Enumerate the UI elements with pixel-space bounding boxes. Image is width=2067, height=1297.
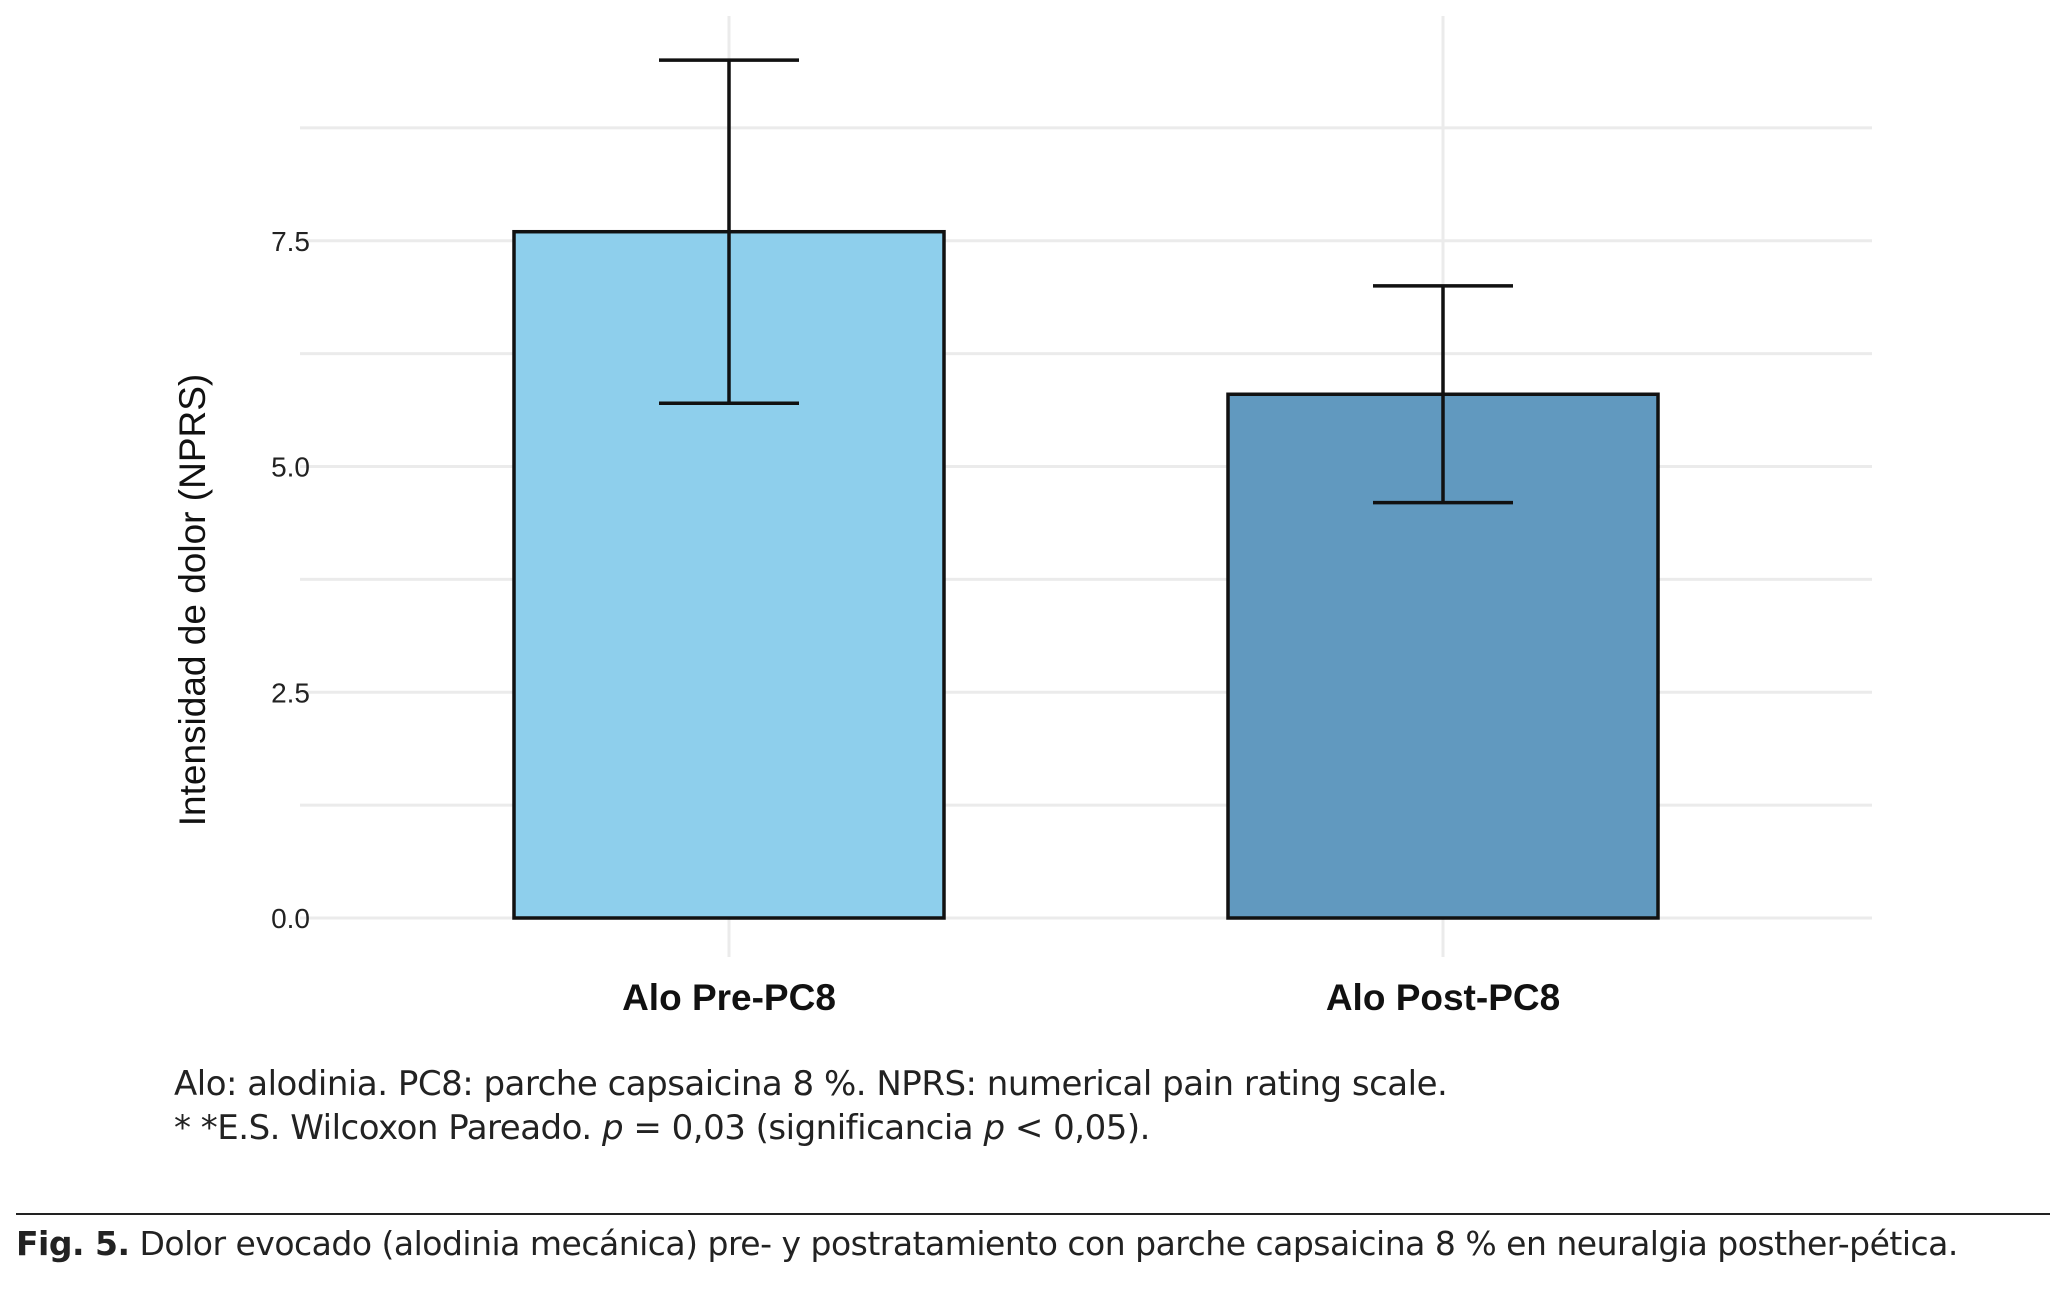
stat-mid: = 0,03 (significancia <box>623 1108 984 1148</box>
figure-label: Fig. 5. <box>16 1224 130 1263</box>
caption-text: Dolor evocado (alodinia mecánica) pre- y… <box>129 1224 1958 1263</box>
p-symbol: p <box>601 1108 624 1148</box>
y-tick-label: 0.0 <box>271 903 310 934</box>
caption-divider <box>16 1213 2050 1215</box>
figure-caption: Fig. 5. Dolor evocado (alodinia mecánica… <box>16 1222 2056 1266</box>
stat-prefix: * *E.S. Wilcoxon Pareado. <box>174 1108 602 1148</box>
y-tick-label: 7.5 <box>271 226 310 257</box>
p-symbol: p <box>983 1108 1005 1148</box>
y-axis-title: Intensidad de dolor (NPRS) <box>172 374 213 826</box>
bar-chart: 0.0 2.5 5.0 7.5 Intensidad de dolor (NPRS) Al… <box>172 16 1872 1018</box>
x-tick-label: Alo Pre-PC8 <box>622 977 836 1018</box>
abbreviation-note: Alo: alodinia. PC8: parche capsaicina 8 … <box>174 1064 1448 1104</box>
y-tick-label: 5.0 <box>271 452 310 483</box>
stat-suffix: < 0,05). <box>1004 1108 1151 1148</box>
statistics-note: * *E.S. Wilcoxon Pareado. p = 0,03 (sign… <box>174 1108 1150 1148</box>
y-tick-label: 2.5 <box>271 677 310 708</box>
x-tick-label: Alo Post-PC8 <box>1326 977 1560 1018</box>
